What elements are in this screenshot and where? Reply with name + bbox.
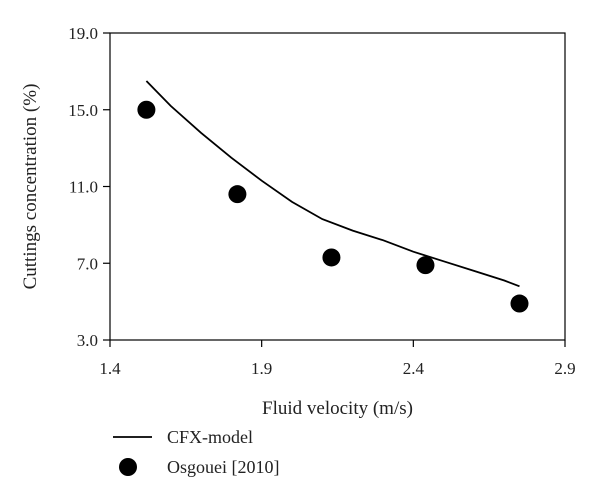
y-tick-label: 7.0 <box>77 254 98 273</box>
legend-label-osgouei: Osgouei [2010] <box>167 457 279 477</box>
x-tick-label: 1.4 <box>99 359 121 378</box>
osgouei-data-point <box>228 185 247 204</box>
y-tick-label: 15.0 <box>68 101 98 120</box>
osgouei-data-point <box>416 256 435 275</box>
y-tick-label: 3.0 <box>77 331 98 350</box>
legend-label-cfx-model: CFX-model <box>167 427 253 447</box>
series-layer <box>137 80 529 313</box>
osgouei-data-point <box>137 100 156 119</box>
x-tick-label: 2.4 <box>403 359 425 378</box>
x-tick-label: 2.9 <box>554 359 575 378</box>
osgouei-data-point <box>322 248 341 267</box>
axis-ticks: 1.4 1.9 2.4 2.9 3.0 7.0 11.0 15.0 19.0 <box>68 24 575 378</box>
x-axis-title: Fluid velocity (m/s) <box>262 398 413 419</box>
x-tick-label: 1.9 <box>251 359 272 378</box>
legend-marker-swatch <box>119 458 137 476</box>
y-tick-label: 11.0 <box>69 178 98 197</box>
plot-frame <box>109 32 566 341</box>
legend: CFX-model Osgouei [2010] <box>113 427 279 477</box>
y-tick-label: 19.0 <box>68 24 98 43</box>
osgouei-data-point <box>510 294 529 313</box>
y-axis-title: Cuttings concentration (%) <box>20 84 41 290</box>
cfx-model-line <box>145 80 520 288</box>
